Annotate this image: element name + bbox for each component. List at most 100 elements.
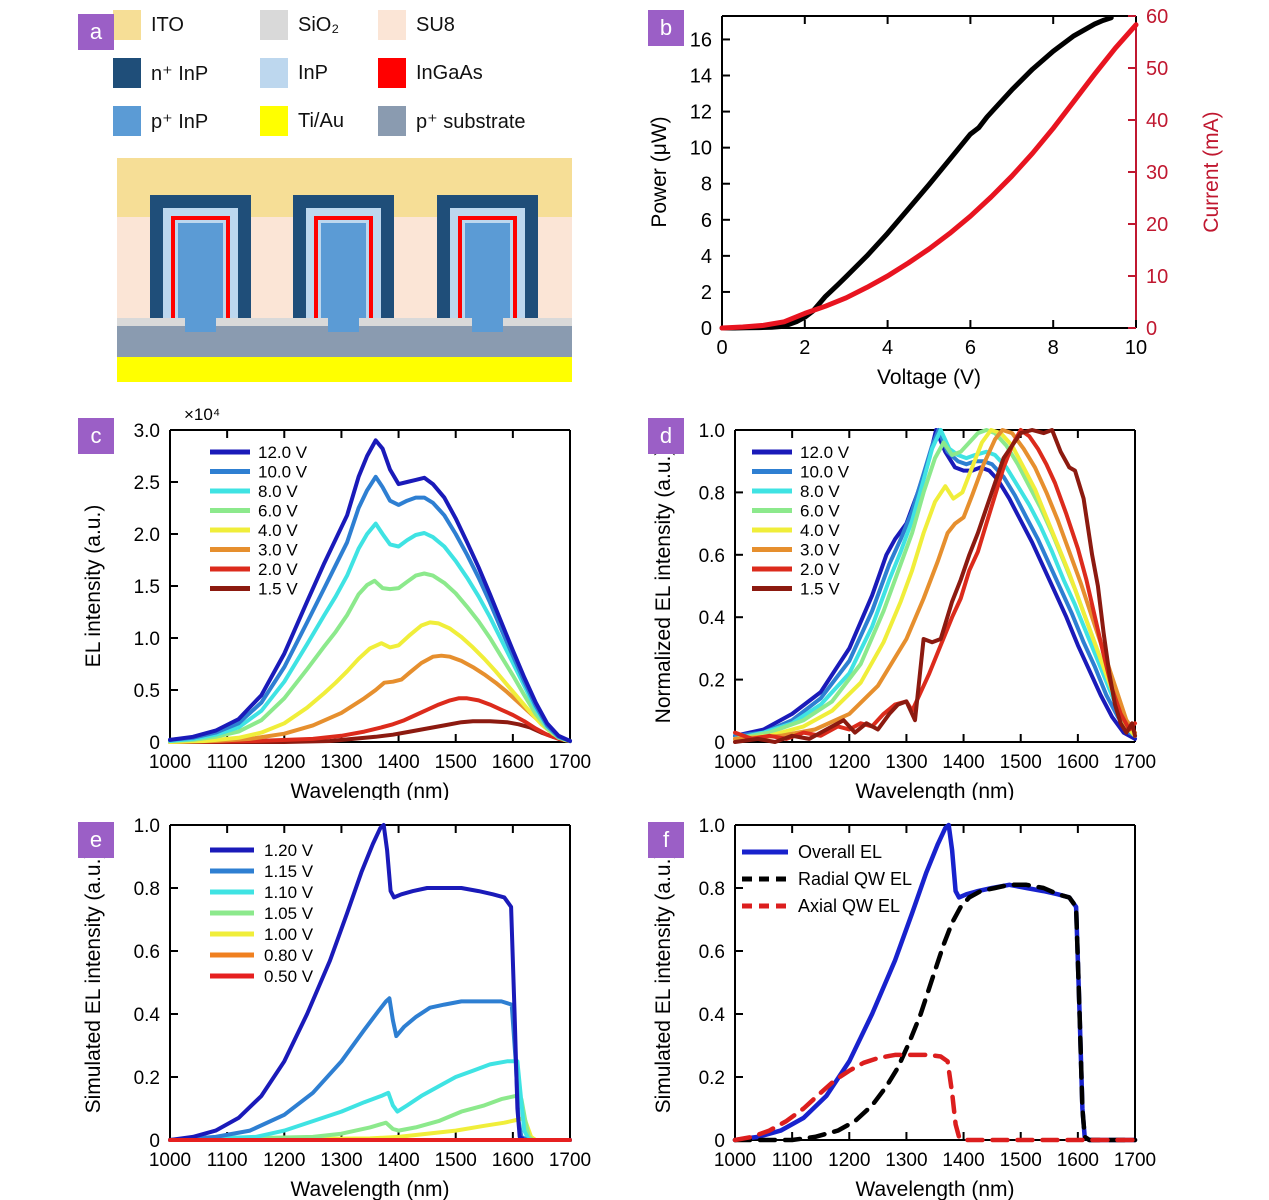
x-tick-label: 6 [965,337,976,359]
legend-label: 12.0 V [800,443,850,462]
nanowire [437,195,538,318]
x-tick-label: 1000 [149,1150,191,1171]
y-tick-label-right: 20 [1146,214,1168,236]
material-swatch [260,58,288,88]
material-legend-item: p⁺ substrate [378,106,526,136]
x-tick-label: 1000 [149,752,191,773]
x-axis-label: Voltage (V) [877,366,981,389]
material-legend-item: SiO₂ [260,10,339,40]
shell-inp [306,208,381,318]
series-10.0-v [168,474,572,743]
panel-label-a: a [78,14,114,50]
x-tick-label: 1300 [885,752,927,773]
shell-inp [163,208,238,318]
y-tick-label-right: 50 [1146,58,1168,80]
material-swatch [260,10,288,40]
material-swatch [113,10,141,40]
core-p-inp [465,223,510,318]
series-8.0-v [168,521,572,743]
y-tick-label: 1.0 [134,816,160,837]
y-tick-label: 0.2 [134,1068,160,1089]
legend-label: 0.50 V [264,967,314,986]
x-tick-label: 8 [1048,337,1059,359]
shell-inp [450,208,525,318]
core-p-inp [178,223,223,318]
x-tick-label: 10 [1125,337,1147,359]
material-label: InGaAs [416,61,483,84]
y-tick-label: 2.5 [134,473,160,494]
series-axial-qw-el [732,1052,1138,1143]
series-current [719,22,1139,331]
legend-label: Axial QW EL [798,896,900,916]
series-overall-el [732,822,1138,1143]
y-tick-label: 0.4 [699,1005,726,1026]
material-legend-item: n⁺ InP [113,58,208,88]
x-axis-label: Wavelength (nm) [855,1178,1014,1200]
x-tick-label: 1400 [377,752,419,773]
x-tick-label: 1400 [942,1150,984,1171]
material-legend-item: InGaAs [378,58,483,88]
material-label: InP [298,61,329,84]
legend-label: 2.0 V [800,560,840,579]
material-swatch [378,58,406,88]
layer-tiau [117,357,572,382]
y-tick-label-right: 0 [1146,318,1157,340]
material-label: ITO [151,13,184,36]
y-tick-label: 0.2 [699,671,725,692]
material-legend: ITO SiO₂ SU8 n⁺ InP InP InGaAs p⁺ InP Ti/Au p⁺ s… [60,0,630,150]
x-tick-label: 1600 [1057,1150,1099,1171]
x-tick-label: 1500 [1000,752,1042,773]
legend-label: 8.0 V [258,482,298,501]
y-tick-label-right: 60 [1146,6,1168,28]
y-axis-label: Power (μW) [648,116,671,227]
series-4.0-v [733,428,1137,741]
x-tick-label: 1700 [1114,752,1156,773]
x-tick-label: 1100 [207,1150,248,1171]
x-tick-label: 1100 [772,752,813,773]
y-tick-label: 2.0 [134,525,160,546]
material-label: SU8 [416,13,455,36]
legend-label: 4.0 V [258,521,298,540]
y-axis-label: Simulated EL intensity (a.u.) [82,852,105,1114]
y-tick-label: 0.5 [134,681,160,702]
legend-label: Overall EL [798,842,882,862]
legend-label: 0.80 V [264,946,314,965]
panel-f: f 1000 1100 1200 1300 1400 1500 1600 1700 Wavele… [640,800,1269,1200]
y-tick-label: 14 [690,66,712,88]
y-tick-label: 0.8 [134,879,160,900]
x-tick-label: 0 [716,337,727,359]
y-tick-label: 0 [714,1131,725,1152]
panel-c: c 1000 1100 1200 1300 1400 1500 1600 1700 Wavele… [60,400,620,803]
el-spectra-chart: 1000 1100 1200 1300 1400 1500 1600 1700 Waveleng… [82,405,591,803]
simulated-el-chart: 1000 1100 1200 1300 1400 1500 1600 1700 Waveleng… [82,816,591,1200]
qw-contributions-chart: 1000 1100 1200 1300 1400 1500 1600 1700 Waveleng… [652,816,1156,1200]
series-4.0-v [168,620,572,744]
series-1.15-v [168,996,572,1142]
material-label: Ti/Au [298,109,344,132]
device-schematic [117,158,572,382]
y-tick-label: 0.4 [134,1005,161,1026]
y-axis-label: Normalized EL intensity (a.u.) [652,449,675,724]
y-tick-label: 0.4 [699,608,726,629]
nanowire [150,195,251,318]
chart-legend: 12.0 V10.0 V8.0 V6.0 V4.0 V3.0 V2.0 V1.5… [752,443,850,599]
shell-ingaas-qw [314,216,373,318]
legend-label: 3.0 V [258,541,298,560]
material-legend-item: SU8 [378,10,455,40]
x-tick-label: 1000 [714,1150,756,1171]
series-1.05-v [168,1093,572,1142]
x-tick-label: 1500 [1000,1150,1042,1171]
panel-label-c: c [78,418,114,454]
x-tick-label: 4 [882,337,893,359]
series-1.20-v [168,823,572,1142]
x-tick-label: 1600 [492,752,534,773]
y-tick-label: 1.0 [699,816,725,837]
panel-b: b 0 2 4 6 8 10 Voltage (V) 0 2 4 6 8 10 12 14 16 Power (… [640,0,1269,400]
material-legend-item: p⁺ InP [113,106,208,136]
series-2.0-v [733,428,1137,741]
x-tick-label: 1100 [207,752,248,773]
nanowire-stem [472,313,503,332]
series-1.5-v [733,428,1137,744]
y-tick-label: 6 [701,210,712,232]
